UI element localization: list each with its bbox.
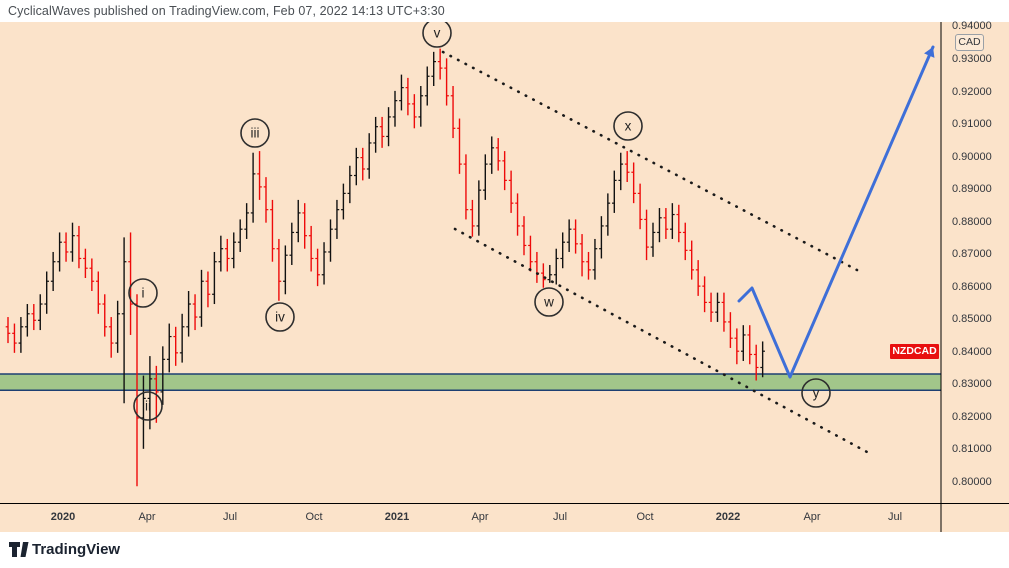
wave-label-i: i: [128, 278, 158, 308]
svg-text:y: y: [813, 386, 820, 401]
time-label-Jul: Jul: [887, 511, 903, 523]
wave-label-iv: iv: [265, 302, 295, 332]
dotted-trendline-lower: [453, 227, 869, 454]
price-tick-0.80000: 0.80000: [952, 476, 992, 488]
time-label-Apr: Apr: [803, 511, 821, 523]
price-tick-0.90000: 0.90000: [952, 150, 992, 163]
time-label-Jul: Jul: [222, 511, 238, 523]
cad-axis-badge: CAD: [955, 34, 984, 51]
price-tick-0.92000: 0.92000: [952, 85, 992, 98]
svg-text:w: w: [543, 295, 554, 310]
ohlc-bars: [5, 48, 765, 487]
time-label-2021: 2021: [384, 511, 410, 523]
time-label-Oct: Oct: [636, 511, 654, 523]
wave-label-x: x: [613, 111, 643, 141]
wave-label-ii: ii: [133, 391, 163, 421]
svg-text:ii: ii: [145, 399, 151, 414]
time-label-2020: 2020: [50, 511, 76, 523]
price-tick-0.82000: 0.82000: [952, 410, 992, 423]
time-label-Apr: Apr: [471, 511, 489, 523]
tradingview-logo-icon: [9, 542, 29, 557]
svg-text:i: i: [142, 286, 145, 301]
price-tick-0.93000: 0.93000: [952, 52, 992, 65]
price-tick-0.86000: 0.86000: [952, 280, 992, 293]
dotted-trendline-upper: [441, 50, 859, 272]
support-zone: [0, 373, 941, 391]
wave-label-w: w: [534, 287, 564, 317]
wave-label-y: y: [801, 378, 831, 408]
time-label-Oct: Oct: [305, 511, 323, 523]
chart-area[interactable]: i ii iii iv v w x y 0.94000 0.93000 0.92000 0.9100…: [0, 20, 1009, 532]
projection-arrowhead: [924, 47, 935, 58]
price-tick-0.85000: 0.85000: [952, 313, 992, 326]
svg-text:x: x: [625, 119, 632, 134]
svg-text:v: v: [434, 26, 441, 41]
symbol-price-badge: NZDCAD: [890, 344, 939, 360]
tradingview-brand-link[interactable]: TradingView: [32, 541, 121, 558]
price-tick-0.88000: 0.88000: [952, 215, 992, 228]
attribution-text: CyclicalWaves published on TradingView.c…: [8, 4, 445, 18]
price-tick-0.94000: 0.94000: [952, 20, 992, 33]
price-tick-0.87000: 0.87000: [952, 248, 992, 261]
price-tick-0.84000: 0.84000: [952, 345, 992, 358]
price-tick-0.91000: 0.91000: [952, 118, 992, 131]
price-tick-0.81000: 0.81000: [952, 443, 992, 456]
time-label-2022: 2022: [715, 511, 741, 523]
wave-label-iii: iii: [240, 118, 270, 148]
time-label-Apr: Apr: [138, 511, 156, 523]
svg-text:iii: iii: [251, 126, 260, 141]
price-tick-0.89000: 0.89000: [952, 183, 992, 196]
footer-bar: TradingView: [0, 532, 1009, 568]
projection-arrow-path: [737, 45, 935, 379]
price-tick-0.83000: 0.83000: [952, 378, 992, 391]
attribution-header: CyclicalWaves published on TradingView.c…: [0, 0, 1009, 22]
wave-label-v: v: [422, 22, 452, 48]
svg-text:iv: iv: [275, 310, 285, 325]
time-label-Jul: Jul: [552, 511, 568, 523]
